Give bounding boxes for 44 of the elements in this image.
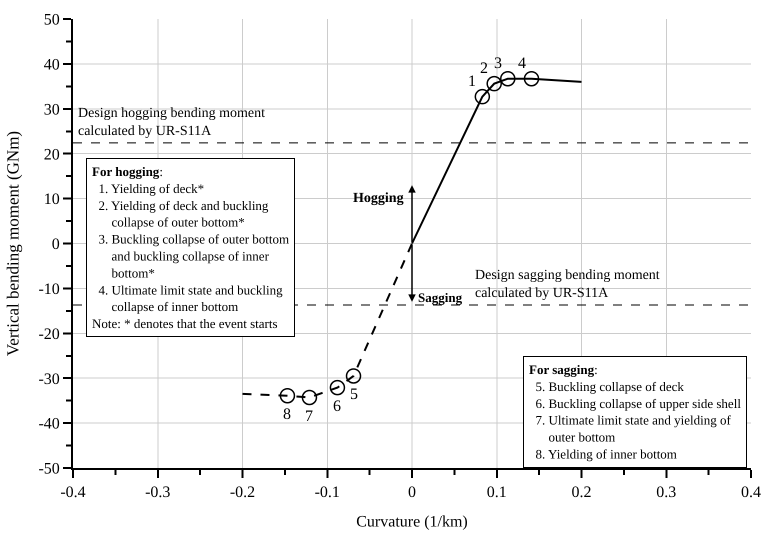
- y-tick-label: -30: [38, 370, 60, 388]
- y-tick-label: -20: [38, 326, 60, 343]
- annotation: 6: [333, 398, 341, 415]
- x-tick-label: -0.3: [145, 484, 170, 502]
- y-axis-title: Vertical bending moment (GNm): [4, 130, 23, 356]
- y-tick-label: -40: [38, 416, 60, 433]
- point: [280, 388, 296, 404]
- text: For hogging: 1. Yielding of deck* 2. Yielding of deck and buckling collapse of outer bottom* 3. Buckling collapse of outer bottom and buckling collapse of inner bottom* 4. Ultimate limit state and buckling collapse of inner bottom Note: * denotes that the event starts: [92, 164, 290, 332]
- y-tick-label: 30: [44, 101, 60, 118]
- y-tick-label: 10: [44, 191, 60, 208]
- annotation: Sagging: [418, 290, 463, 305]
- y-tick-label: -10: [38, 281, 60, 298]
- x-tick-label: 0.1: [486, 484, 507, 502]
- point: [346, 368, 362, 384]
- x-tick-label: -0.4: [60, 484, 86, 502]
- x-tick-label: 0.2: [572, 484, 592, 502]
- annotation: 5: [350, 386, 358, 403]
- annotation: 3: [494, 55, 502, 72]
- x-tick-label: 0: [408, 484, 416, 502]
- x-axis-title: Curvature (1/km): [356, 513, 468, 530]
- point: [524, 70, 540, 86]
- annotation: 2: [480, 60, 488, 77]
- y-tick-label: 40: [44, 56, 60, 74]
- annotation: 8: [283, 406, 291, 423]
- x-tick-label: -0.1: [314, 484, 340, 502]
- x-tick-label: -0.2: [230, 484, 256, 502]
- x-tick-label: 0.4: [741, 484, 761, 502]
- point: [302, 390, 318, 406]
- annotation: For sagging: 5. Buckling collapse of deck 6. Buckling collapse of upper side shell 7. Ultimate limit state and yielding of outer bottom 8. Yielding of inner bottom: [529, 362, 742, 462]
- annotation: Hogging: [353, 191, 404, 206]
- y-tick-label: 50: [44, 12, 60, 29]
- y-tick-label: -50: [38, 460, 60, 478]
- point: [330, 380, 346, 396]
- ref-line-label: Design sagging bending moment calculated by UR-S11A: [475, 268, 660, 302]
- point: [486, 76, 502, 92]
- y-tick-label: 0: [52, 236, 60, 254]
- annotation: 4: [518, 55, 526, 72]
- x-tick-label: 0.3: [656, 484, 676, 502]
- ref-line-label: Design hogging bending moment calculated by UR-S11A: [78, 106, 266, 140]
- y-tick-label: 20: [44, 146, 60, 164]
- point: [500, 70, 516, 86]
- annotation: 1: [468, 73, 476, 90]
- point: [474, 88, 490, 104]
- annotation: 7: [305, 408, 313, 425]
